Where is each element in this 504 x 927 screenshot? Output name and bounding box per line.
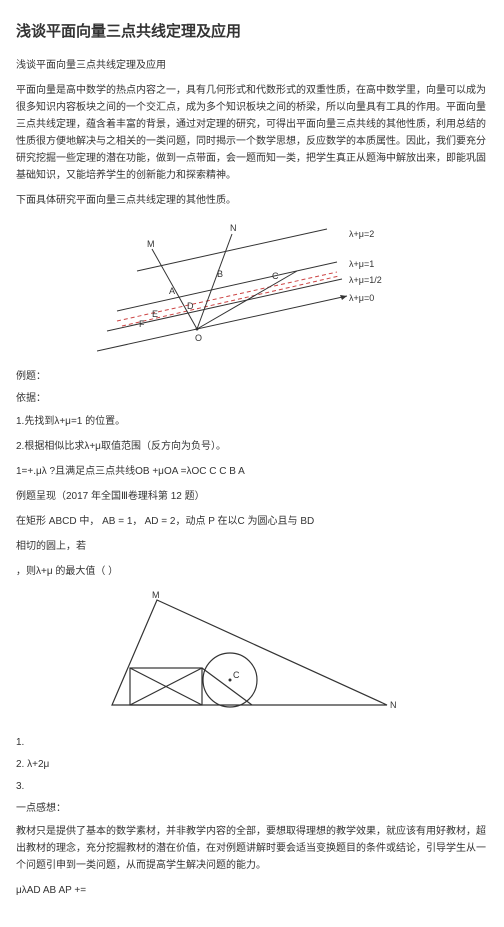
- problem-line-3: ，则λ+μ 的最大值（ ）: [16, 563, 488, 580]
- intro-paragraph: 平面向量是高中数学的热点内容之一，具有几何形式和代数形式的双重性质，在高中数学里…: [16, 82, 488, 184]
- fig1-label-b: B: [217, 269, 223, 279]
- fig2-label-n: N: [390, 700, 397, 710]
- option-2: 2. λ+2μ: [16, 757, 488, 773]
- fig1-eqhalf: λ+μ=1/2: [349, 275, 382, 285]
- figure-1: N M A B C D E F O λ+μ=2 λ+μ=1 λ+μ=1/2 λ+…: [97, 219, 407, 359]
- problem-line-2: 相切的圆上，若: [16, 538, 488, 555]
- step-2: 2.根据相似比求λ+μ取值范围（反方向为负号）。: [16, 438, 488, 455]
- subtitle: 浅谈平面向量三点共线定理及应用: [16, 58, 488, 74]
- fig1-label-a: A: [169, 286, 175, 296]
- fig1-label-d: D: [187, 301, 194, 311]
- figure-2: M N C: [102, 590, 402, 725]
- page-title: 浅谈平面向量三点共线定理及应用: [16, 20, 488, 44]
- problem-line-1: 在矩形 ABCD 中， AB = 1， AD = 2，动点 P 在以C 为圆心且…: [16, 513, 488, 530]
- tail-formula: μλAD AB AP +=: [16, 882, 488, 899]
- fig1-label-m: M: [147, 239, 155, 249]
- reflection-label: 一点感想：: [16, 801, 488, 817]
- example-label: 例题：: [16, 369, 488, 385]
- option-1: 1.: [16, 735, 488, 751]
- step-1: 1.先找到λ+μ=1 的位置。: [16, 413, 488, 430]
- figure-1-container: N M A B C D E F O λ+μ=2 λ+μ=1 λ+μ=1/2 λ+…: [16, 219, 488, 359]
- option-3: 3.: [16, 779, 488, 795]
- fig1-label-o: O: [195, 333, 202, 343]
- fig1-label-f: F: [139, 319, 145, 329]
- fig2-label-m: M: [152, 590, 160, 600]
- figure-2-container: M N C: [16, 590, 488, 725]
- lead-paragraph: 下面具体研究平面向量三点共线定理的其他性质。: [16, 192, 488, 209]
- example-present: 例题呈现（2017 年全国Ⅲ卷理科第 12 题）: [16, 488, 488, 505]
- fig1-eq1: λ+μ=1: [349, 259, 374, 269]
- basis-label: 依据：: [16, 391, 488, 407]
- fig2-label-c: C: [233, 670, 240, 680]
- fig1-label-c: C: [272, 271, 279, 281]
- fig1-eq2: λ+μ=2: [349, 229, 374, 239]
- fig1-eq0: λ+μ=0: [349, 293, 374, 303]
- fig1-label-n: N: [230, 223, 237, 233]
- step-3: 1=+.μλ ?且满足点三点共线OB +μOA =λOC C C B A: [16, 463, 488, 480]
- fig1-label-e: E: [152, 309, 158, 319]
- reflection-paragraph: 教材只是提供了基本的数学素材，并非教学内容的全部，要想取得理想的教学效果，就应该…: [16, 823, 488, 874]
